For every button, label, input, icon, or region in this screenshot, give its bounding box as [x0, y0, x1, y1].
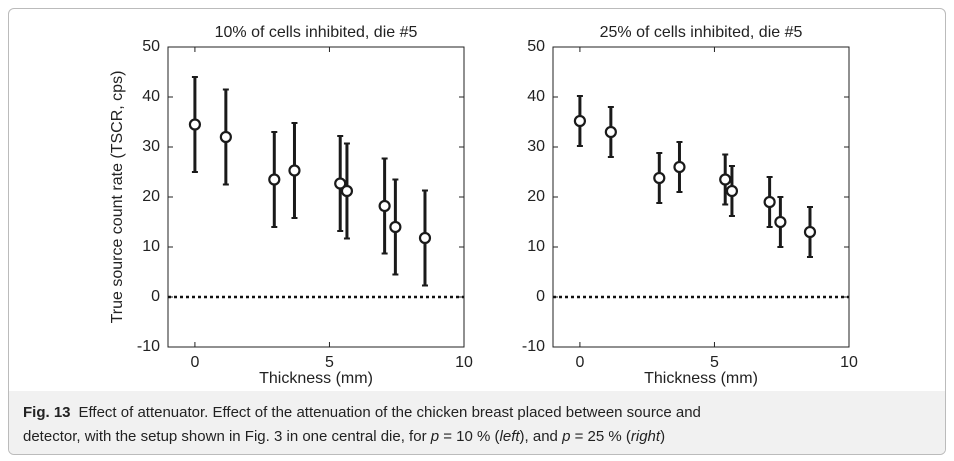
marker [573, 114, 587, 128]
y-tick-label: 10 [527, 238, 545, 255]
y-tick-label: 40 [142, 88, 160, 105]
caption-text: = 10 % ( [439, 428, 500, 445]
y-tick-label: 30 [527, 138, 545, 155]
y-tick-label: 0 [536, 288, 545, 305]
x-tick-label: 5 [710, 354, 719, 371]
marker [340, 184, 354, 198]
marker [604, 125, 617, 139]
marker [719, 173, 732, 186]
y-tick-label: 0 [151, 288, 160, 305]
chart: 10% of cells inhibited, die #5 Thickness … [109, 24, 858, 387]
y-tick-label: 20 [527, 188, 545, 205]
marker [763, 195, 776, 209]
y-tick-label: 10 [142, 238, 160, 255]
caption-text: detector, with the setup shown in Fig. 3… [23, 428, 431, 445]
caption-text: ), and [519, 428, 563, 445]
marker [803, 225, 817, 239]
y-tick-label: 20 [142, 188, 160, 205]
x-tick-label: 0 [190, 354, 199, 371]
x-tick-label: 10 [455, 354, 473, 371]
caption-text: p [430, 428, 440, 445]
y-tick-label: 50 [527, 38, 545, 55]
x-tick-label: 10 [840, 354, 858, 371]
x-axis-label: Thickness (mm) [259, 370, 373, 387]
caption-label: Fig. 13 [23, 404, 71, 421]
marker [334, 177, 347, 190]
axes-box [552, 46, 850, 348]
marker [673, 160, 686, 174]
caption-text: Effect of attenuator. Effect of the atte… [78, 404, 701, 421]
y-tick-label: -10 [137, 338, 160, 355]
caption-text: = 25 % ( [570, 428, 631, 445]
y-tick-label: 40 [527, 88, 545, 105]
marker [418, 231, 432, 245]
marker [725, 184, 739, 198]
x-tick-label: 5 [325, 354, 334, 371]
marker [653, 171, 666, 185]
y-tick-label: 50 [142, 38, 160, 55]
axes-box [167, 46, 465, 348]
marker [219, 130, 232, 144]
marker [188, 118, 202, 131]
marker [378, 199, 391, 213]
figure: 10% of cells inhibited, die #5 Thickness … [8, 8, 946, 455]
caption-text: left [499, 428, 520, 445]
chart-title: 10% of cells inhibited, die #5 [215, 24, 418, 41]
marker [389, 220, 402, 234]
caption-text: p [562, 428, 571, 445]
marker [268, 173, 281, 186]
x-tick-label: 0 [575, 354, 584, 371]
marker [774, 215, 787, 229]
caption-text: right [630, 428, 661, 445]
caption-text: ) [660, 428, 666, 445]
caption: Fig. 13 Effect of attenuator. Effect of t… [9, 391, 945, 454]
chart-title: 25% of cells inhibited, die #5 [600, 24, 803, 41]
y-tick-label: -10 [522, 338, 545, 355]
y-tick-label: 30 [142, 138, 160, 155]
x-axis-label: Thickness (mm) [644, 370, 758, 387]
y-axis-label: True source count rate (TSCR, cps) [109, 71, 126, 324]
marker [288, 164, 301, 177]
